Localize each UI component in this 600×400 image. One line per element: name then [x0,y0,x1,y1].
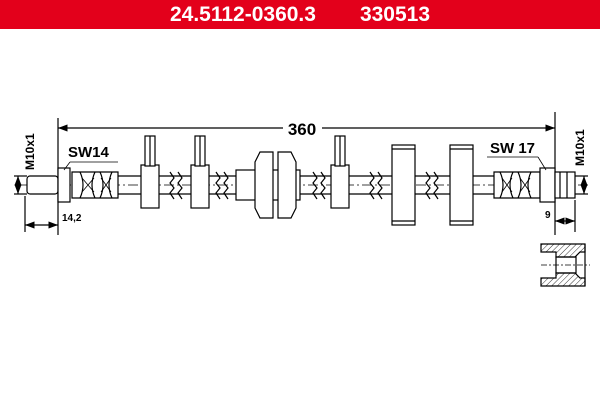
left-length-label: 14,2 [62,213,82,224]
port-section-view [540,243,590,287]
hose-clip [330,135,350,209]
left-fitting [26,167,119,203]
right-wrench-size: SW 17 [490,140,535,157]
part-number: 24.5112-0360.3 [169,3,316,26]
left-thread-dimension: M10x1 14,2 SW14 [14,133,118,232]
right-fitting [493,167,576,203]
length-label: 360 [288,120,316,139]
right-thread-dimension: M10x1 9 SW 17 [487,129,588,232]
left-wrench-size: SW14 [68,144,110,161]
hose-clip [190,135,210,209]
grommet [235,151,301,219]
mounting-bracket [391,144,416,226]
title-bar: 24.5112-0360.3 330513 [0,0,600,29]
right-length-label: 9 [545,210,551,221]
right-thread-label: M10x1 [573,129,587,166]
mounting-bracket [449,144,474,226]
reference-number: 330513 [359,3,431,26]
left-thread-label: M10x1 [23,133,37,170]
hose-clip [140,135,160,209]
length-dimension: 360 [57,112,556,235]
